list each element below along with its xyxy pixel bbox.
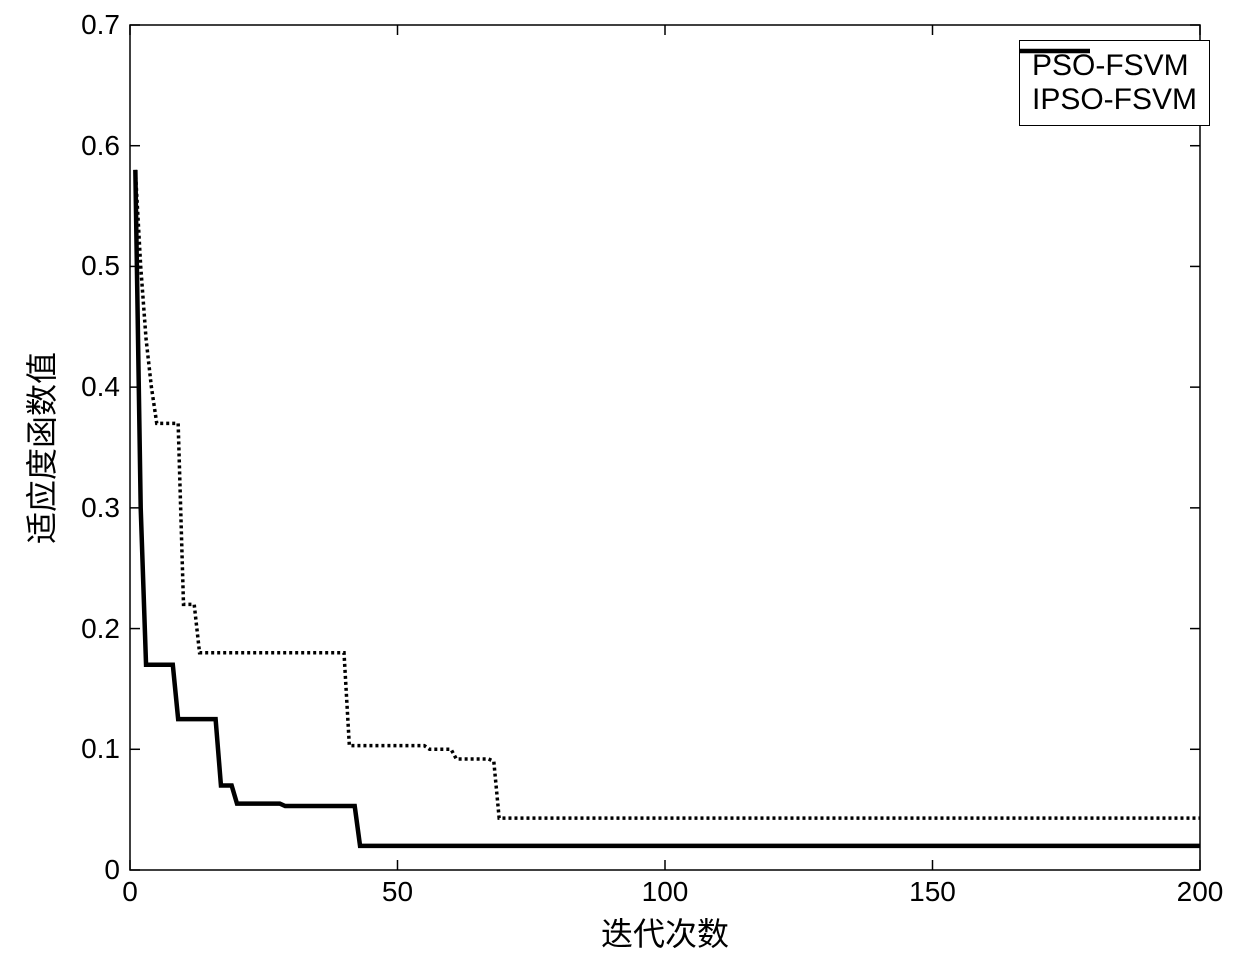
y-tick-label: 0.4 <box>81 371 120 403</box>
line-chart <box>0 0 1240 975</box>
y-tick-label: 0.7 <box>81 9 120 41</box>
y-tick-label: 0.2 <box>81 613 120 645</box>
y-axis-label: 适应度函数值 <box>17 351 63 543</box>
x-tick-label: 50 <box>382 876 413 908</box>
chart-legend: PSO-FSVMIPSO-FSVM <box>1019 40 1210 126</box>
plot-box <box>130 25 1200 870</box>
legend-label: IPSO-FSVM <box>1032 83 1197 117</box>
y-tick-label: 0.5 <box>81 250 120 282</box>
x-axis-label: 迭代次数 <box>601 909 729 955</box>
x-tick-label: 100 <box>642 876 689 908</box>
chart-container: 适应度函数值 迭代次数 0 50 100 150 200 0 0.1 0.2 0.3 0.4 0.5… <box>0 0 1240 975</box>
x-tick-label: 200 <box>1177 876 1224 908</box>
series-pso <box>135 170 1200 818</box>
series-ipso <box>135 170 1200 846</box>
legend-item: IPSO-FSVM <box>1032 83 1197 117</box>
x-tick-label: 0 <box>122 876 138 908</box>
y-tick-label: 0.1 <box>81 733 120 765</box>
legend-swatch <box>1020 41 1090 61</box>
y-tick-label: 0 <box>104 854 120 886</box>
y-tick-label: 0.6 <box>81 130 120 162</box>
y-tick-label: 0.3 <box>81 492 120 524</box>
x-tick-label: 150 <box>909 876 956 908</box>
